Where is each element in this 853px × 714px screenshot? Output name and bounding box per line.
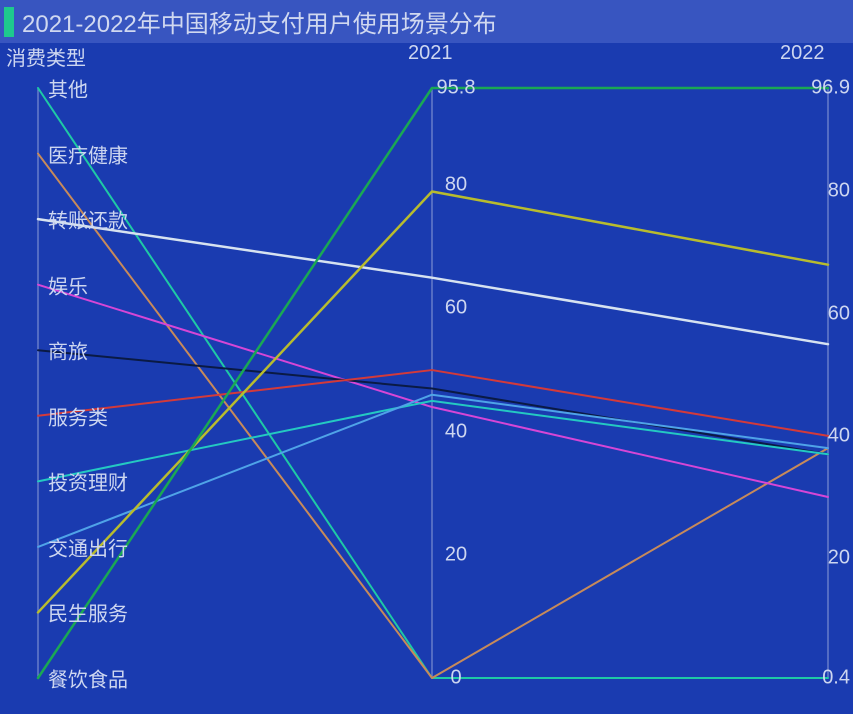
tick-label: 0	[450, 667, 461, 690]
tick-label: 95.8	[437, 77, 476, 100]
tick-label: 20	[445, 543, 467, 566]
tick-label: 60	[445, 297, 467, 320]
tick-label: 40	[445, 420, 467, 443]
axis-title-2022: 2022	[780, 42, 825, 65]
title-bar: 2021-2022年中国移动支付用户使用场景分布	[0, 0, 853, 43]
tick-label: 80	[445, 174, 467, 197]
tick-label: 60	[828, 302, 850, 325]
category-label: 投资理财	[48, 467, 128, 496]
category-label: 服务类	[48, 401, 108, 430]
title-accent	[4, 7, 14, 37]
category-label: 餐饮食品	[48, 664, 128, 693]
tick-label: 0.4	[822, 667, 850, 690]
category-label: 交通出行	[48, 532, 128, 561]
category-label: 医疗健康	[48, 139, 128, 168]
tick-label: 80	[828, 180, 850, 203]
parallel-chart: 消费类型 2021 2022 其他医疗健康转账还款娱乐商旅服务类投资理财交通出行民生服…	[0, 40, 853, 700]
category-label: 商旅	[48, 336, 88, 365]
category-label: 其他	[48, 74, 88, 103]
category-label: 转账还款	[48, 205, 128, 234]
category-label: 民生服务	[48, 598, 128, 627]
chart-title: 2021-2022年中国移动支付用户使用场景分布	[22, 4, 497, 39]
axis-title-2021: 2021	[408, 42, 453, 65]
axis-title-category: 消费类型	[6, 42, 86, 71]
tick-label: 96.9	[811, 77, 850, 100]
category-label: 娱乐	[48, 270, 88, 299]
tick-label: 40	[828, 424, 850, 447]
tick-label: 20	[828, 547, 850, 570]
